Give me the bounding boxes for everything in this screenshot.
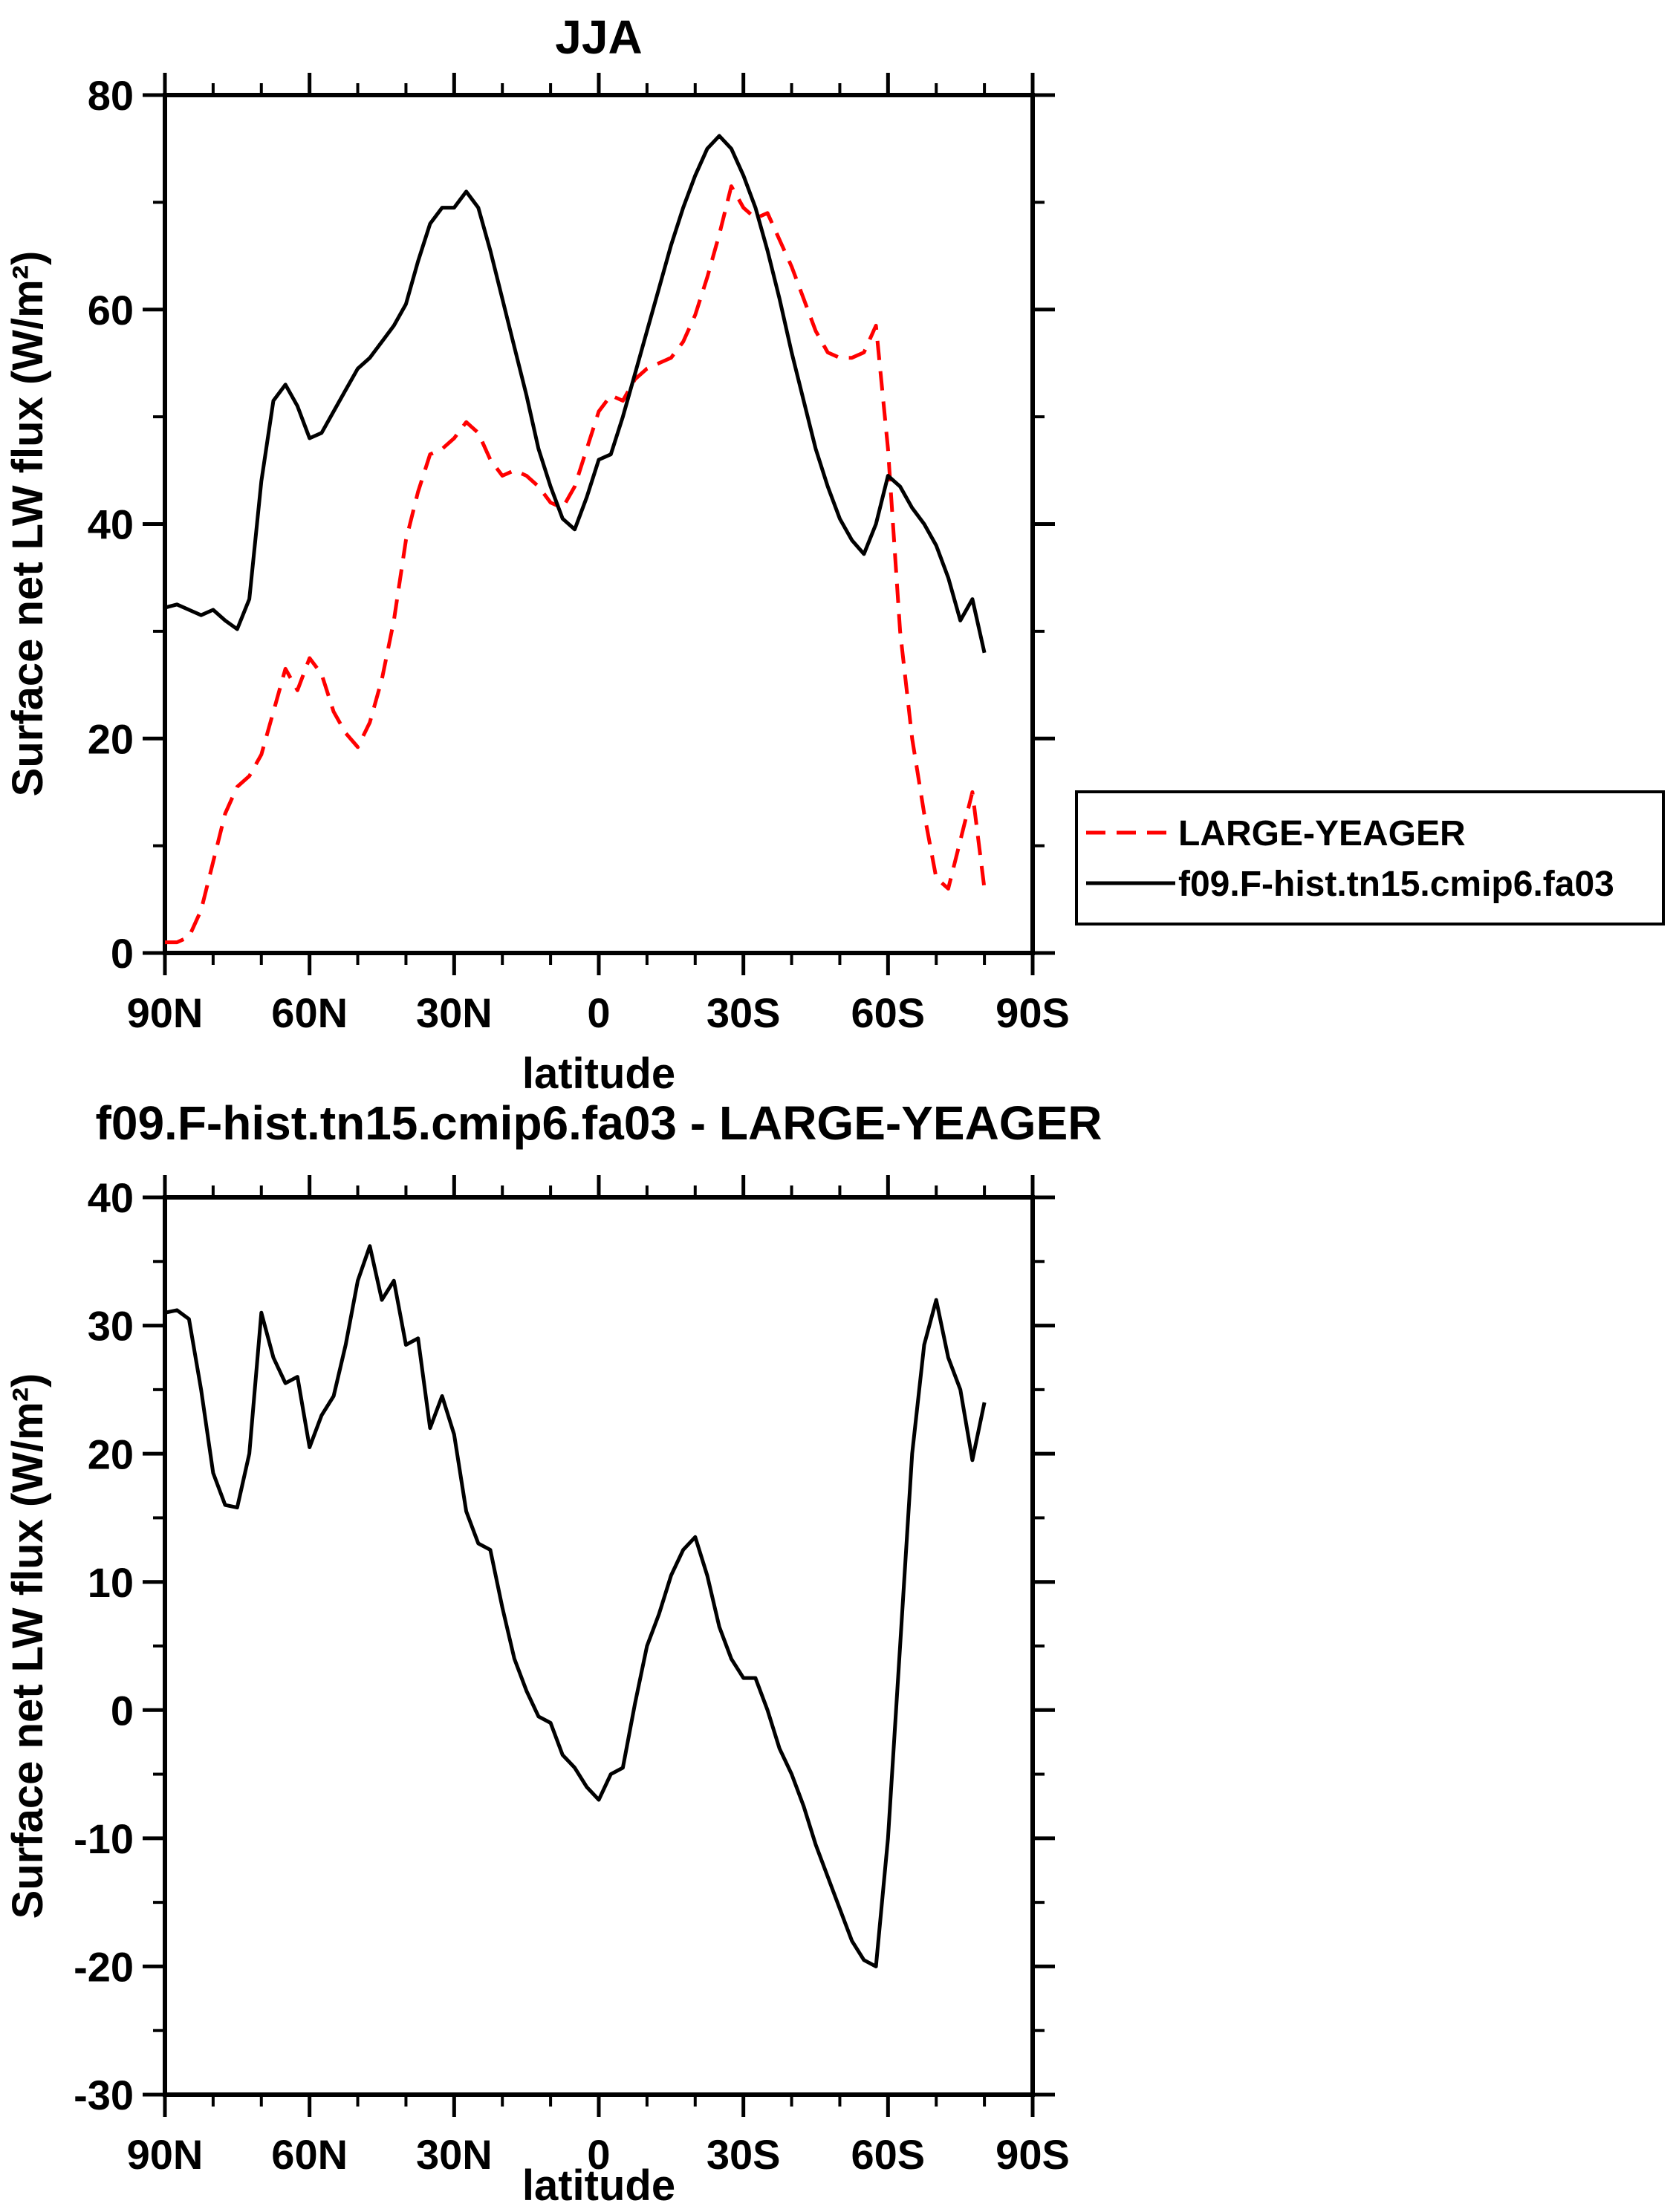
x-tick-label: 0 [587, 989, 610, 1036]
x-tick-label: 0 [587, 2131, 610, 2178]
bottom-chart-title: f09.F-hist.tn15.cmip6.fa03 - LARGE-YEAGE… [96, 1096, 1102, 1150]
bottom-yaxis-label: Surface net LW flux (W/m²) [4, 1373, 52, 1919]
x-tick-label: 30N [416, 2131, 493, 2178]
x-tick-label: 90S [995, 2131, 1070, 2178]
y-tick-label: 30 [88, 1303, 134, 1350]
top-chart-title: JJA [555, 10, 642, 64]
legend-label-large-yeager: LARGE-YEAGER [1178, 814, 1466, 853]
bottom-plot-area: 90N 60N 30N 0 30S 60S 90S -30 -20 -10 0 10 20 30 40 [74, 1174, 1070, 2178]
y-tick-label: -20 [74, 1944, 134, 1991]
x-tick-label: 30S [707, 2131, 781, 2178]
y-tick-label: -10 [74, 1815, 134, 1862]
x-tick-label: 90S [995, 989, 1070, 1036]
x-tick-label: 30N [416, 989, 493, 1036]
x-tick-label: 60S [851, 2131, 926, 2178]
legend-box [1075, 790, 1665, 926]
bottom-xaxis-label: latitude [522, 2161, 675, 2210]
top-yaxis-label: Surface net LW flux (W/m²) [4, 251, 52, 797]
series-line-difference [164, 1244, 987, 1968]
legend: LARGE-YEAGER f09.F-hist.tn15.cmip6.fa03 [1075, 790, 1665, 926]
x-tick-label: 60N [271, 989, 348, 1036]
y-tick-label: 10 [88, 1559, 134, 1606]
y-tick-label: -30 [74, 2072, 134, 2118]
y-tick-label: 60 [88, 287, 134, 334]
series-line-f09-f-hist-tn15-cmip6-fa03 [164, 134, 987, 654]
y-tick-label: 40 [88, 501, 134, 548]
y-tick-label: 20 [88, 1431, 134, 1477]
top-plot-area: 90N 60N 30N 0 30S 60S 90S 0 20 40 60 80 [88, 72, 1070, 1036]
series-line-large-yeager [165, 184, 987, 945]
y-tick-label: 20 [88, 715, 134, 762]
x-tick-label: 60N [271, 2131, 348, 2178]
x-tick-label: 30S [707, 989, 781, 1036]
y-tick-label: 0 [111, 930, 134, 977]
y-tick-label: 80 [88, 72, 134, 119]
plot-frame [163, 1195, 1035, 2097]
x-tick-label: 60S [851, 989, 926, 1036]
y-tick-label: 40 [88, 1174, 134, 1221]
y-tick-label: 0 [111, 1687, 134, 1734]
x-tick-label: 90N [127, 2131, 204, 2178]
legend-label-f09: f09.F-hist.tn15.cmip6.fa03 [1178, 865, 1614, 904]
plot-frame [163, 93, 1035, 955]
x-tick-label: 90N [127, 989, 204, 1036]
top-xaxis-label: latitude [522, 1050, 675, 1098]
